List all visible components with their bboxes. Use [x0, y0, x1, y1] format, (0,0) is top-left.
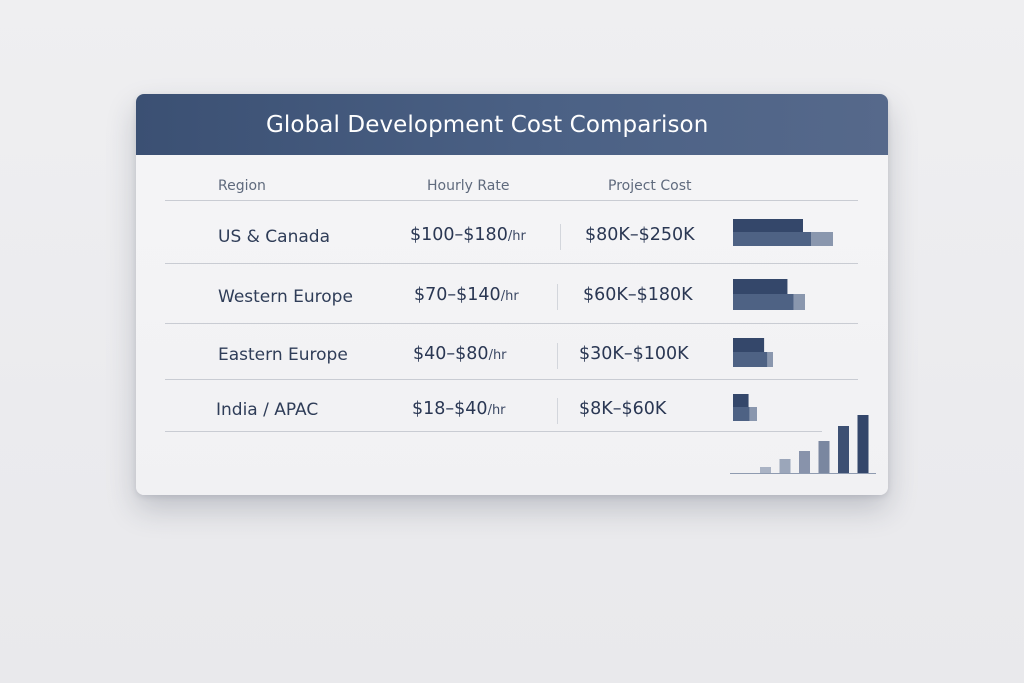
row-rule: [165, 379, 858, 380]
row-rule: [165, 323, 858, 324]
trend-bar: [857, 415, 869, 473]
column-header-hourly-rate: Hourly Rate: [427, 178, 510, 194]
project-cost-bar-low: [733, 294, 794, 310]
row-hourly-rate: $40–$80/hr: [413, 344, 507, 364]
column-divider: [557, 284, 558, 310]
hourly-rate-bar: [733, 394, 749, 407]
row-rule: [165, 263, 858, 264]
row-project-cost: $30K–$100K: [579, 344, 689, 364]
column-header-project-cost: Project Cost: [608, 178, 692, 194]
hourly-rate-bar: [733, 279, 788, 294]
row-region: India / APAC: [216, 400, 319, 420]
hourly-rate-bar: [733, 219, 803, 232]
trend-bar: [818, 441, 830, 473]
row-region: US & Canada: [218, 227, 330, 247]
header-rule: [165, 200, 858, 201]
row-region: Eastern Europe: [218, 345, 348, 365]
card-title: Global Development Cost Comparison: [266, 112, 709, 138]
trend-bar: [799, 451, 810, 473]
column-header-region: Region: [218, 178, 266, 194]
column-divider: [560, 224, 561, 250]
row-project-cost: $60K–$180K: [583, 285, 693, 305]
hourly-rate-bar: [733, 338, 765, 352]
row-hourly-rate: $100–$180/hr: [410, 225, 526, 245]
row-project-cost: $8K–$60K: [579, 399, 667, 419]
card-header: Global Development Cost Comparison: [136, 94, 888, 155]
row-region: Western Europe: [218, 287, 353, 307]
row-hourly-rate: $70–$140/hr: [414, 285, 519, 305]
trend-bar: [779, 459, 791, 473]
project-cost-bar-low: [733, 232, 811, 246]
row-rule: [165, 431, 822, 432]
column-divider: [557, 398, 558, 424]
cost-bars-chart: [730, 219, 876, 474]
row-project-cost: $80K–$250K: [585, 225, 695, 245]
cost-comparison-card: Global Development Cost Comparison Regio…: [136, 94, 888, 495]
column-divider: [557, 343, 558, 369]
trend-bar: [760, 467, 771, 473]
project-cost-bar-low: [733, 352, 768, 367]
project-cost-bar-low: [733, 407, 750, 421]
row-hourly-rate: $18–$40/hr: [412, 399, 506, 419]
trend-bar: [838, 426, 849, 473]
